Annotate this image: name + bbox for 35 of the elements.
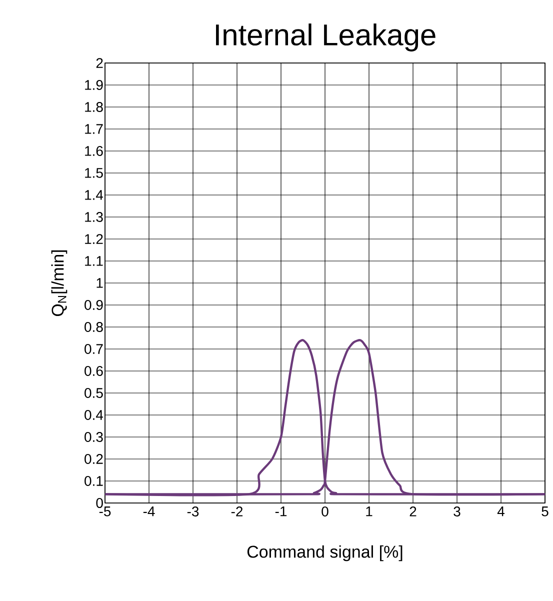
y-tick-label: 0.3: [84, 432, 103, 442]
x-tick-label: -5: [99, 506, 111, 516]
y-tick-label: 0: [96, 498, 103, 508]
y-tick-label: 2: [96, 58, 103, 68]
y-tick-label: 1.2: [85, 234, 103, 244]
y-tick-label: 1.1: [85, 256, 103, 266]
x-tick-label: 4: [497, 506, 504, 516]
y-tick-label: 0.8: [84, 322, 103, 332]
y-tick-label: 1.7: [85, 124, 103, 134]
y-tick-label: 0.7: [84, 344, 103, 354]
x-axis-title: Command signal [%]: [247, 545, 402, 562]
x-tick-label: 3: [454, 506, 460, 516]
x-tick-label: 1: [366, 506, 372, 516]
chart-title: Internal Leakage: [216, 23, 436, 52]
y-tick-label: 1.8: [85, 102, 103, 112]
y-tick-label: 1.5: [85, 168, 103, 178]
y-tick-label: 1.4: [85, 190, 104, 200]
y-tick-label: 0.9: [84, 300, 103, 310]
x-tick-label: -4: [143, 506, 155, 516]
x-tick-label: 0: [322, 506, 328, 516]
y-tick-label: 1.6: [85, 146, 103, 156]
x-tick-label: -1: [275, 506, 287, 516]
y-tick-label: 1: [96, 278, 103, 288]
y-tick-label: 0.5: [84, 388, 103, 398]
y-axis-title: Q$_{N}$[l/min]: [51, 250, 68, 316]
y-tick-label: 1.3: [85, 212, 103, 222]
y-tick-label: 1.9: [85, 80, 103, 90]
x-tick-label: -3: [187, 506, 199, 516]
y-tick-label: 0.4: [84, 410, 104, 420]
x-tick-label: 5: [542, 506, 548, 516]
x-tick-label: 2: [410, 506, 416, 516]
x-tick-label: -2: [231, 506, 243, 516]
y-tick-label: 0.1: [84, 476, 103, 486]
y-tick-label: 0.2: [84, 454, 103, 464]
y-tick-label: 0.6: [84, 366, 103, 376]
